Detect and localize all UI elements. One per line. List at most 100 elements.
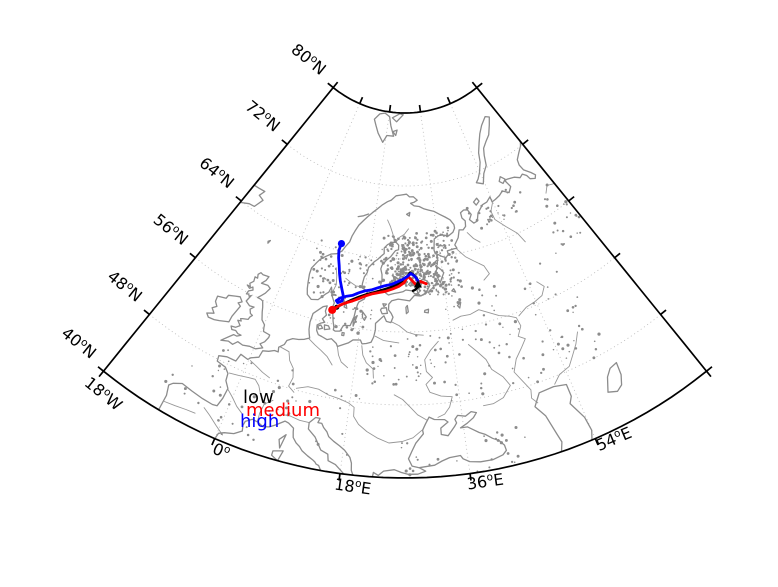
lake-dot — [386, 248, 389, 251]
lake-dot — [575, 214, 578, 217]
lake-dot — [474, 329, 477, 333]
lake-dot — [503, 218, 505, 221]
river-path — [490, 202, 526, 243]
map-frame — [102, 86, 708, 479]
lake-dot — [348, 282, 351, 285]
lake-dot — [449, 280, 452, 283]
lake-dot — [404, 242, 407, 245]
lake-dot — [448, 244, 451, 246]
lake-dot — [435, 242, 439, 246]
lake-dot — [245, 426, 248, 429]
lake-dot — [357, 258, 360, 261]
tick-right-72N — [522, 139, 529, 145]
lake-dot — [453, 256, 457, 259]
lake-dot — [445, 308, 447, 311]
lake-dot — [326, 392, 328, 395]
lake-dot — [480, 382, 483, 385]
lake-dot — [442, 247, 445, 249]
lon-label-18E: 18oE — [333, 475, 372, 499]
tick-top-36 — [418, 104, 422, 113]
lake-dot — [276, 379, 280, 383]
lake-dot — [426, 243, 428, 246]
lake-dot — [358, 285, 362, 289]
lake-dot — [419, 277, 421, 280]
island-outline — [416, 278, 431, 297]
lake-dot — [498, 344, 501, 347]
lake-dot — [365, 264, 368, 267]
lake-dot — [337, 286, 341, 289]
lake-dot — [432, 284, 435, 287]
island-outline — [206, 294, 243, 323]
lake-dot — [416, 371, 419, 374]
lake-dot — [399, 274, 402, 278]
island-outline — [405, 304, 409, 315]
graticule-parallel-48 — [149, 314, 661, 406]
lake-dot — [443, 287, 447, 291]
lake-dot — [401, 257, 405, 261]
lake-dot — [334, 246, 337, 249]
lake-dot — [512, 381, 515, 385]
lake-dot — [416, 250, 419, 254]
lake-dot — [569, 235, 573, 239]
graticule-meridian-54 — [449, 103, 596, 439]
lake-dot — [393, 354, 397, 357]
lake-dot — [522, 356, 525, 360]
lake-dot — [442, 239, 445, 242]
lake-dot — [393, 278, 397, 282]
lake-dot — [503, 214, 506, 217]
lake-dot — [425, 232, 429, 235]
lake-dot — [408, 467, 412, 470]
lake-dot — [347, 272, 350, 275]
lake-dot — [513, 320, 517, 324]
lake-dot — [574, 304, 577, 308]
lake-dot — [429, 293, 431, 296]
lake-dot — [327, 264, 331, 268]
lake-dot — [391, 235, 394, 238]
lake-dot — [561, 229, 565, 233]
lake-dot — [405, 284, 408, 287]
lake-dot — [457, 283, 460, 287]
tick-bottom-54 — [594, 438, 599, 446]
lake-dot — [513, 461, 516, 463]
lake-dot — [334, 325, 338, 329]
lake-dot — [435, 289, 438, 292]
legend-item-medium: medium — [246, 400, 320, 421]
lake-dot — [348, 268, 351, 272]
lake-dot — [390, 247, 393, 251]
lake-dot — [383, 258, 386, 261]
lake-dot — [569, 212, 572, 214]
lake-dot — [407, 355, 410, 358]
island-outline — [472, 197, 480, 206]
lake-dot — [391, 257, 395, 260]
lake-dot — [427, 246, 430, 249]
lake-dot — [527, 376, 530, 379]
graticule-meridian-18 — [339, 111, 390, 474]
lake-dot — [352, 308, 354, 311]
lake-dot — [394, 270, 397, 273]
lake-dot — [456, 460, 458, 462]
lake-dot — [313, 259, 315, 262]
lake-dot — [334, 388, 337, 392]
lake-dot — [286, 399, 290, 403]
lake-dot — [497, 212, 499, 214]
lake-dot — [411, 250, 414, 253]
river-path — [280, 413, 310, 423]
lake-dot — [498, 322, 502, 326]
lake-dot — [392, 383, 396, 386]
lake-dot — [406, 263, 410, 267]
lake-dot — [286, 413, 290, 417]
lake-dot — [594, 348, 598, 351]
lake-dot — [556, 342, 560, 346]
island-outline — [391, 113, 404, 123]
lake-dot — [401, 272, 404, 276]
lake-dot — [510, 460, 514, 464]
tick-top-54 — [446, 96, 452, 104]
lake-dot — [517, 328, 520, 330]
lake-dot — [448, 274, 451, 276]
lake-dot — [415, 456, 418, 458]
lake-dot — [420, 274, 423, 278]
lake-dot — [387, 234, 390, 238]
lake-dot — [415, 232, 418, 235]
river-path — [467, 344, 511, 407]
